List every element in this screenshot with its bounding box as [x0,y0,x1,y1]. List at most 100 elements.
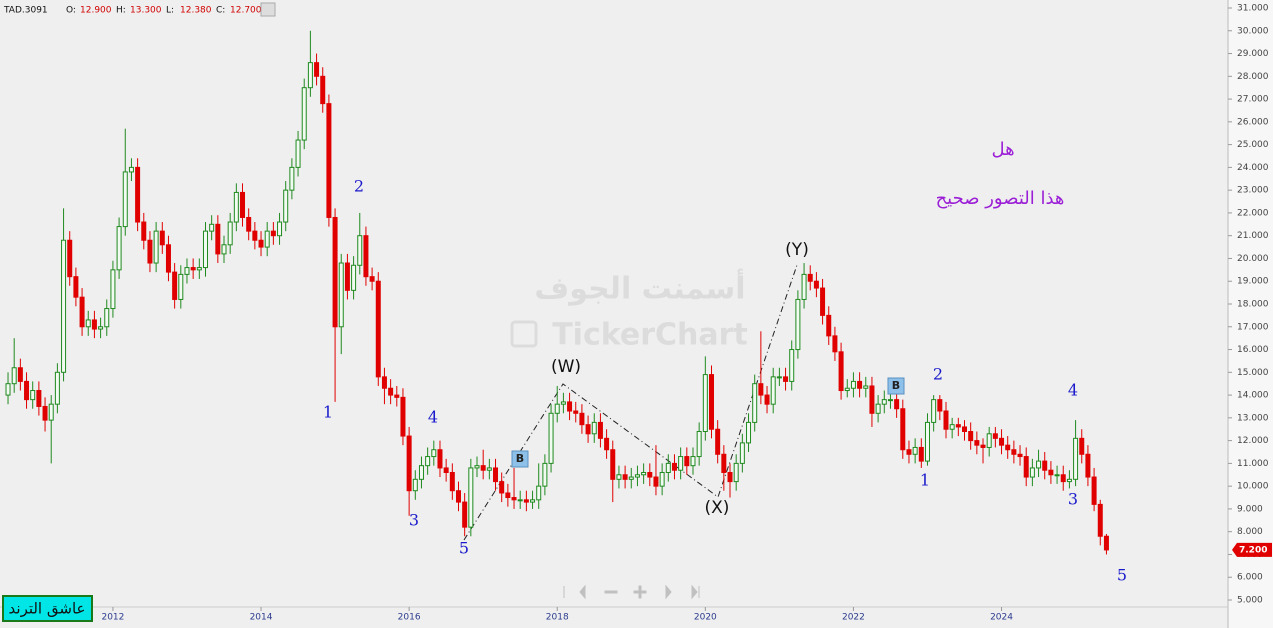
candle-body [708,374,714,430]
x-tick-label: 2012 [101,613,124,623]
candle-body [628,476,634,480]
candle-body [931,399,937,423]
candle-body [17,367,23,382]
x-tick-label: 2014 [250,613,273,623]
annotation-box [511,450,529,468]
candle-body [36,390,42,407]
candle-body [850,380,856,389]
candle-body [986,433,992,448]
menu-button[interactable] [260,2,276,17]
badge [2,595,93,622]
candle-body [721,453,727,473]
candle-body [295,139,301,168]
y-tick-label: 26.000 [1237,117,1269,127]
candle-body [968,431,974,442]
annotation: 2 [354,177,364,196]
y-tick-label: 28.000 [1237,72,1269,82]
candle-body [1103,535,1109,551]
y-tick-label: 23.000 [1237,186,1269,196]
candle-body [641,471,647,476]
candle-body [733,462,739,483]
candle-body [585,424,591,435]
nav-icon[interactable] [579,584,586,600]
candle-body [468,467,474,528]
question-text: هل [991,139,1014,160]
candle-body [1042,460,1048,471]
candle-body [906,449,912,455]
candle-body [634,474,640,478]
candle-body [363,235,369,278]
candle-body [727,471,733,483]
annotation: (W) [551,357,581,377]
candle-body [85,319,91,328]
candle-body [863,385,869,389]
y-tick-label: 16.000 [1237,345,1269,355]
annotation: 5 [1117,566,1127,585]
candle-body [91,319,97,330]
candle-body [104,308,110,328]
badge-text: عاشق الترند [9,600,86,618]
y-tick-label: 15.000 [1237,368,1269,378]
candle-body [653,476,659,487]
watermark-logo [510,320,538,348]
nav-icon[interactable] [604,590,618,594]
candle-body [857,380,863,389]
candle-body [887,399,893,402]
x-tick-label: 2016 [398,613,421,623]
candle-body [523,499,529,503]
candle-body [1060,474,1066,483]
annotation: 3 [1068,490,1078,509]
candle-body [881,399,887,405]
annotation: 1 [920,471,930,490]
candle-body [215,223,221,255]
candle-body [622,474,628,480]
candle-body [573,410,579,414]
y-tick-label: 14.000 [1237,391,1269,401]
candle-body [659,471,665,487]
candle-body [579,412,585,426]
candle-body [665,462,671,473]
y-tick-label: 9.000 [1237,504,1263,514]
candle-body [1017,453,1023,458]
axis-panel [1228,0,1273,628]
candle-body [190,267,196,271]
candle-body [758,383,764,396]
candle-body [548,412,554,464]
candle-body [400,396,406,437]
candle-body [221,244,227,255]
candle-body [344,262,350,291]
candle-body [962,426,968,433]
candle-body [980,444,986,448]
candle-body [795,298,801,351]
candle-body [517,499,523,502]
nav-icon[interactable] [633,585,647,599]
info-value: 13.300 [130,6,162,16]
candle-body [425,456,431,467]
nav-icon[interactable] [691,584,700,600]
candle-body [832,335,838,353]
annotation: 2 [933,365,943,384]
candle-body [715,428,721,455]
y-tick-label: 19.000 [1237,277,1269,287]
info-value: 12.900 [80,6,112,16]
candle-body [493,467,499,483]
nav-icon[interactable] [665,584,672,600]
candle-body [918,446,924,462]
candle-body [511,497,517,501]
candle-body [165,244,171,273]
question-text: هذا التصور صحيح [936,188,1065,209]
candle-body [1085,453,1091,478]
candle-body [412,478,418,492]
candle-body [462,501,468,528]
watermark: TickerChart [552,318,748,353]
candle-body [869,385,875,414]
y-tick-label: 24.000 [1237,163,1269,173]
candle-body [455,490,461,503]
candle-body [813,280,819,289]
nav-controls[interactable] [563,584,700,600]
candle-body [974,440,980,446]
candle-body [597,421,603,439]
candle-body [1005,444,1011,451]
candle-body [789,349,795,382]
y-tick-label: 25.000 [1237,140,1269,150]
